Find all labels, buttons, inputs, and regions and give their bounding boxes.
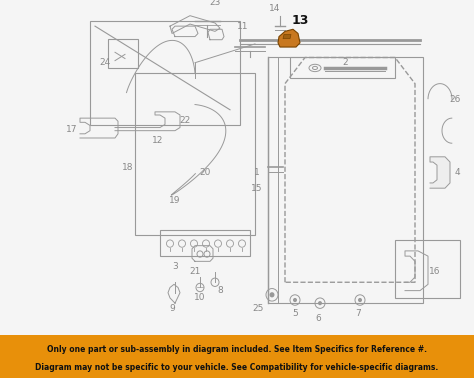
Text: 3: 3 xyxy=(172,262,178,271)
Text: 24: 24 xyxy=(100,58,110,67)
Bar xyxy=(290,57,395,78)
Text: 22: 22 xyxy=(179,116,191,125)
Text: 5: 5 xyxy=(292,309,298,318)
Text: 16: 16 xyxy=(429,267,441,276)
Bar xyxy=(395,240,460,298)
Text: 10: 10 xyxy=(194,293,206,302)
Text: 15: 15 xyxy=(251,184,263,193)
Text: 17: 17 xyxy=(66,125,78,134)
Circle shape xyxy=(318,301,322,305)
Bar xyxy=(268,57,423,303)
Text: 6: 6 xyxy=(315,314,321,323)
Text: 13: 13 xyxy=(292,14,309,28)
Text: 9: 9 xyxy=(169,304,175,313)
Polygon shape xyxy=(430,157,450,188)
Circle shape xyxy=(293,298,297,302)
Bar xyxy=(108,39,138,68)
Text: 8: 8 xyxy=(217,286,223,295)
Polygon shape xyxy=(283,34,291,39)
Text: 2: 2 xyxy=(342,58,348,67)
Text: 1: 1 xyxy=(254,168,260,177)
Text: 21: 21 xyxy=(189,267,201,276)
Text: 11: 11 xyxy=(237,22,249,31)
Text: Only one part or sub-assembly in diagram included. See Item Specifics for Refere: Only one part or sub-assembly in diagram… xyxy=(47,345,427,354)
Bar xyxy=(135,73,255,235)
Text: 18: 18 xyxy=(122,163,134,172)
Circle shape xyxy=(358,298,362,302)
Text: 20: 20 xyxy=(199,168,210,177)
Text: 25: 25 xyxy=(252,304,264,313)
Text: 7: 7 xyxy=(355,309,361,318)
Text: Diagram may not be specific to your vehicle. See Compatibility for vehicle-speci: Diagram may not be specific to your vehi… xyxy=(36,363,438,372)
Text: 23: 23 xyxy=(210,0,221,6)
Text: 19: 19 xyxy=(169,196,181,205)
Text: 26: 26 xyxy=(449,95,461,104)
Text: 4: 4 xyxy=(454,168,460,177)
Bar xyxy=(90,21,240,125)
Text: 14: 14 xyxy=(269,4,281,13)
Text: 12: 12 xyxy=(152,136,164,144)
Circle shape xyxy=(270,292,274,297)
Polygon shape xyxy=(278,29,300,47)
Bar xyxy=(160,230,250,256)
